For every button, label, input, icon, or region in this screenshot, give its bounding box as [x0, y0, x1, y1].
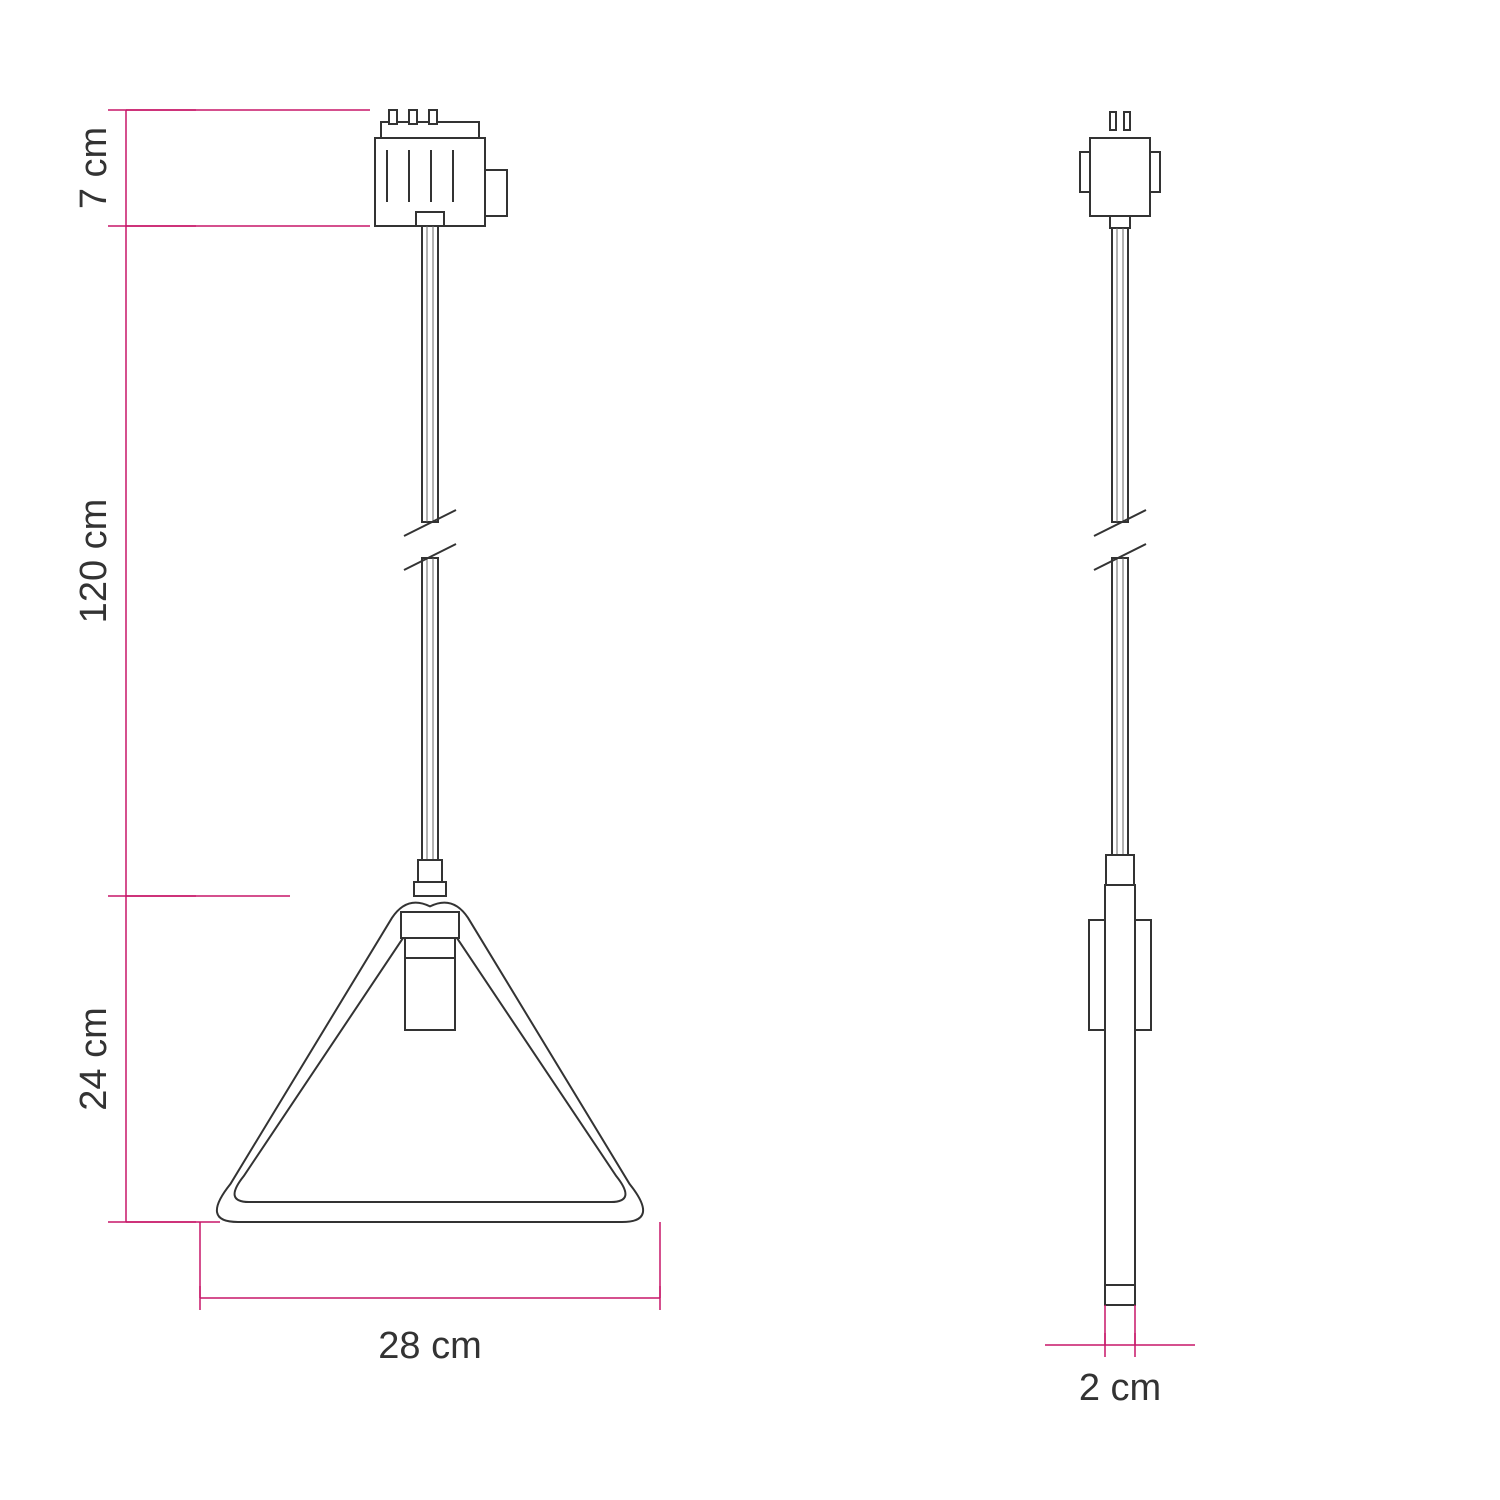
dim-connector-height: 7 cm — [73, 127, 115, 209]
dim-side-depth: 2 cm — [1079, 1367, 1161, 1409]
technical-drawing: 7 cm 120 cm 24 cm 28 cm 2 cm — [0, 0, 1500, 1500]
front-view — [217, 110, 643, 1222]
dim-cable-length: 120 cm — [73, 499, 115, 624]
dim-shade-width: 28 cm — [378, 1325, 481, 1367]
dim-shade-height: 24 cm — [73, 1007, 115, 1110]
side-view — [1080, 112, 1160, 1305]
dimensions: 7 cm 120 cm 24 cm 28 cm 2 cm — [73, 110, 1195, 1409]
